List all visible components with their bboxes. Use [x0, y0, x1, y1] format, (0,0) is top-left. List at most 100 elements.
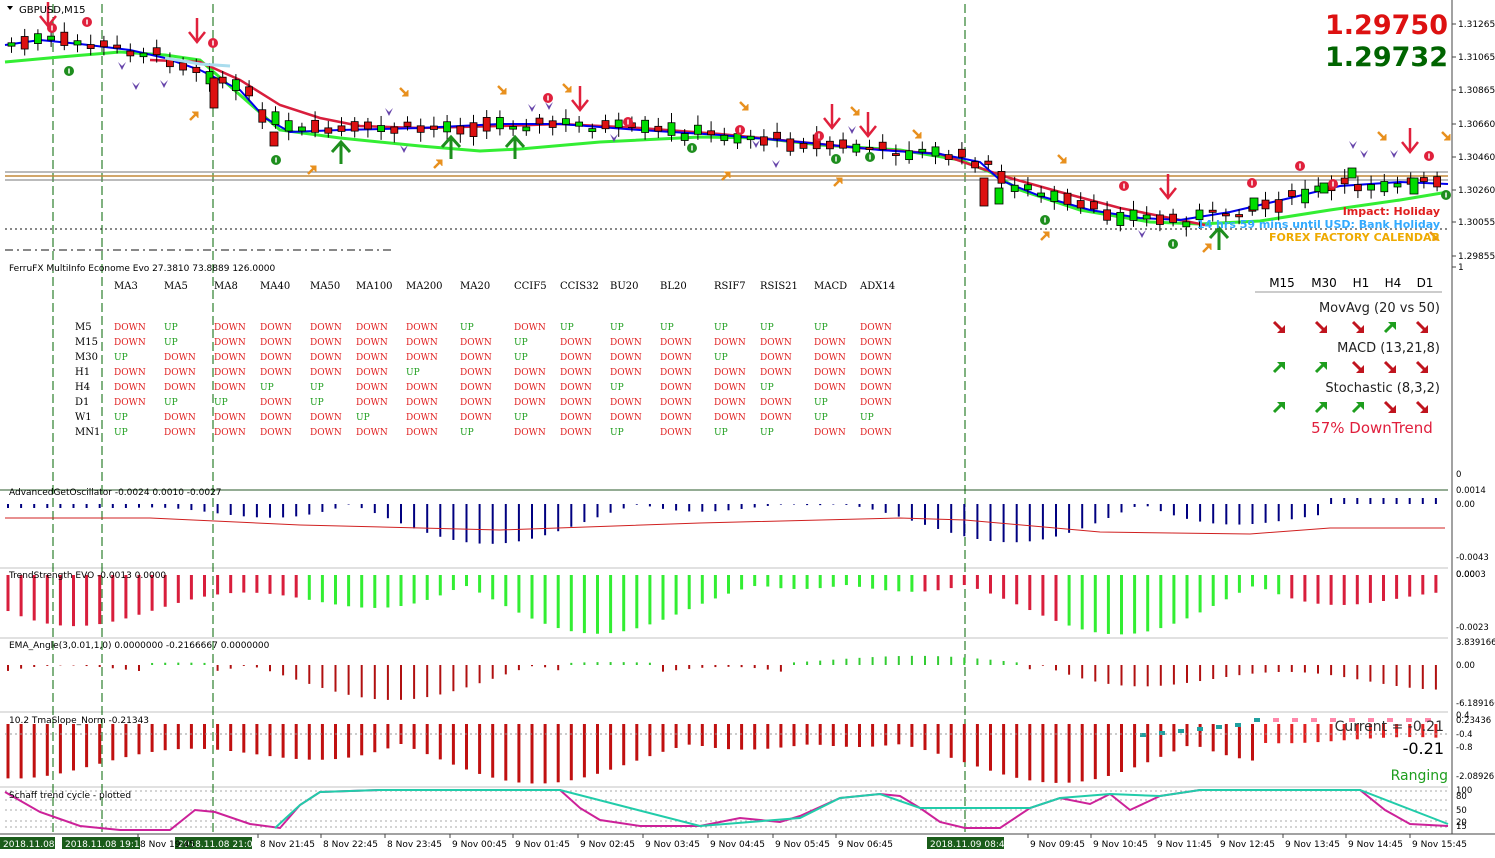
- time-axis-label: 8 Nov 22:45: [323, 840, 378, 850]
- multiinfo-cell: DOWN: [214, 368, 246, 378]
- candle-body: [416, 125, 425, 133]
- tmaslope-histogram: [5, 718, 1448, 784]
- time-highlight-box: [927, 837, 1004, 849]
- multiinfo-title: FerruFX MultiInfo Econome Evo 27.3810 73…: [9, 264, 276, 274]
- candle-body: [390, 126, 399, 134]
- symbol-label[interactable]: GBPUSD,M15: [7, 5, 86, 16]
- candle-body: [852, 143, 861, 153]
- fractal-icon: [610, 134, 618, 142]
- multiinfo-cell: DOWN: [406, 398, 438, 408]
- candle-body: [720, 134, 729, 142]
- multiinfo-cell: DOWN: [260, 413, 292, 423]
- ao-title: AdvancedGetOscillator -0.0024 0.0010 -0.…: [9, 488, 222, 498]
- down-signal-icon: [1295, 161, 1305, 171]
- time-axis-label: 9 Nov 02:45: [580, 840, 635, 850]
- multiinfo-cell: DOWN: [760, 398, 792, 408]
- multiinfo-table: MA3 MA5 MA8 MA40 MA50 MA100 MA200 MA20 CCIF5 CCIS…: [75, 281, 895, 438]
- multiinfo-cell: UP: [310, 398, 324, 408]
- small-up-arrow-icon: [1202, 243, 1212, 253]
- tma-dot: [1273, 718, 1279, 722]
- small-up-arrow-icon: [433, 159, 443, 169]
- candle-body: [429, 125, 438, 130]
- multiinfo-col-header: MA20: [460, 281, 490, 292]
- trend-down-arrow-icon: [1383, 400, 1396, 413]
- up-signal-icon: [1040, 215, 1050, 225]
- trend-tf-header: D1: [1417, 276, 1434, 290]
- candle-body: [297, 126, 306, 132]
- multiinfo-cell: UP: [760, 323, 774, 333]
- trend-up-arrow-icon: [1272, 401, 1285, 414]
- candle-body: [73, 40, 82, 46]
- tma-dot: [1197, 727, 1203, 731]
- candle-body: [680, 133, 689, 141]
- up-signal-icon: [1168, 239, 1178, 249]
- candle-body: [1222, 213, 1230, 217]
- candle-body: [403, 121, 412, 127]
- schaff-line-cyan: [274, 789, 1449, 829]
- multiinfo-cell: DOWN: [164, 428, 196, 438]
- candle-body: [1367, 184, 1375, 191]
- multiinfo-col-header: ADX14: [859, 281, 895, 292]
- panel-separators: [0, 0, 1495, 835]
- news-source: FOREX FACTORY CALENDAR: [1269, 231, 1440, 244]
- small-up-arrow-icon: [1040, 231, 1050, 241]
- trend-section-label: Stochastic (8,3,2): [1325, 381, 1440, 396]
- multiinfo-cell: DOWN: [560, 368, 592, 378]
- small-down-arrow-icon: [497, 85, 507, 95]
- candle-body: [495, 116, 504, 130]
- buy-arrow-icon: [330, 139, 352, 164]
- multiinfo-cell: DOWN: [406, 428, 438, 438]
- small-up-arrow-icon: [189, 111, 199, 121]
- time-axis: 2018.11.08 2018.11.08 19:15 2018.11.08 21:…: [0, 834, 1467, 850]
- ao-axis-label: 0.0014: [1456, 486, 1486, 496]
- multiinfo-col-header: CCIF5: [514, 281, 547, 292]
- multiinfo-cell: DOWN: [860, 428, 892, 438]
- multiinfo-cell: DOWN: [514, 398, 546, 408]
- candlesticks: [7, 22, 1441, 237]
- multiinfo-cell: DOWN: [164, 413, 196, 423]
- candle-body: [1409, 177, 1419, 195]
- multiinfo-cell: DOWN: [460, 368, 492, 378]
- multiinfo-col-header: MA3: [114, 281, 138, 292]
- tma-axis-label: 0.23436: [1456, 716, 1491, 726]
- multiinfo-row-label: M15: [75, 337, 98, 348]
- tma-axis-label: -0.4: [1456, 730, 1473, 740]
- candle-body: [1347, 167, 1357, 179]
- multiinfo-cell: DOWN: [406, 413, 438, 423]
- schaff-axis-label: 50: [1456, 806, 1467, 816]
- price-axis-label: 1.30460: [1458, 153, 1495, 163]
- multiinfo-cell: DOWN: [714, 383, 746, 393]
- multiinfo-cell: DOWN: [610, 398, 642, 408]
- time-axis-label: 9 Nov 05:45: [775, 840, 830, 850]
- candle-body: [878, 141, 887, 150]
- multiinfo-cell: DOWN: [760, 368, 792, 378]
- candle-body: [1182, 221, 1191, 228]
- tma-current-label: Current = -0.21: [1335, 719, 1444, 735]
- multiinfo-cell: DOWN: [560, 338, 592, 348]
- multiinfo-cell: UP: [860, 413, 874, 423]
- trend-tf-header: H1: [1353, 276, 1370, 290]
- multiinfo-cell: DOWN: [814, 368, 846, 378]
- multiinfo-cell: DOWN: [260, 338, 292, 348]
- ts-title: TrendStrength EVO -0.0013 0.0000: [8, 571, 166, 581]
- schaff-axis-label: 20: [1456, 818, 1467, 828]
- price-axis-label: 1.29855: [1458, 252, 1495, 262]
- candle-body: [760, 136, 768, 146]
- candle-body: [1103, 209, 1111, 221]
- tma-axis-label: -0.8: [1456, 743, 1473, 753]
- multiinfo-cell: DOWN: [814, 338, 846, 348]
- candle-body: [337, 125, 346, 132]
- down-signal-icon: [1328, 179, 1338, 189]
- buy-arrow-icon: [504, 134, 526, 159]
- candle-body: [984, 160, 993, 165]
- ema-title: EMA_Angle(3,0.01,1,0) 0.0000000 -0.21666…: [9, 641, 270, 651]
- time-highlight-box: [0, 837, 55, 849]
- candle-body: [377, 125, 386, 133]
- multiinfo-cell: DOWN: [214, 428, 246, 438]
- candle-body: [905, 150, 913, 161]
- multiinfo-cell: DOWN: [714, 413, 746, 423]
- multiinfo-row-label: M30: [75, 352, 98, 363]
- down-signal-icon: [1119, 181, 1129, 191]
